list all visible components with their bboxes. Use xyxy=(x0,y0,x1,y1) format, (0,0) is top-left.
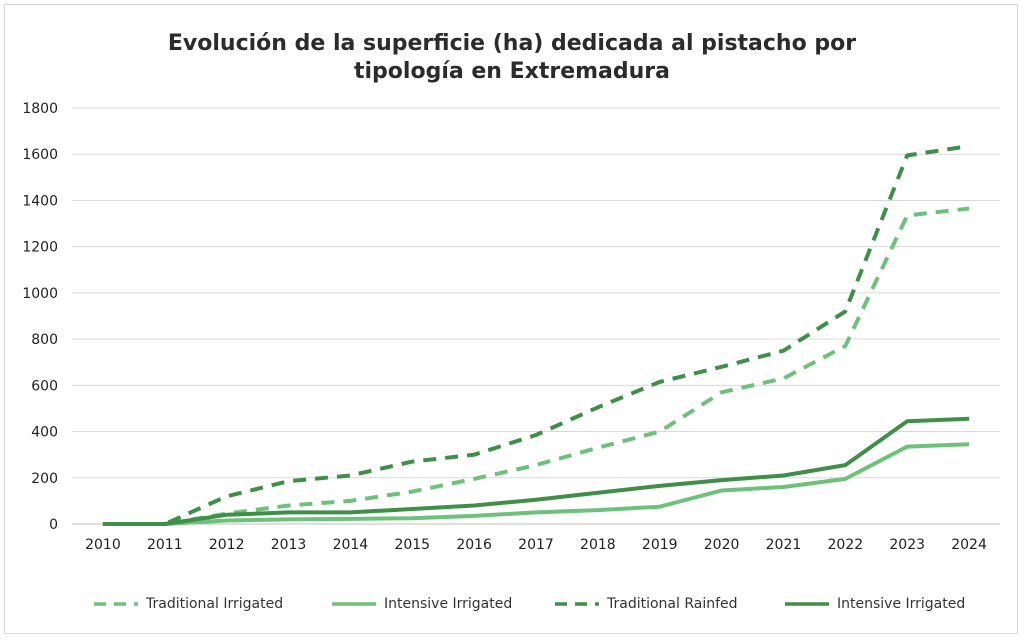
y-tick-label: 1200 xyxy=(22,240,58,256)
legend: Traditional Irrigated Intensive Irrigate… xyxy=(0,592,1024,616)
y-tick-label: 1800 xyxy=(22,101,58,117)
chart-title: Evolución de la superficie (ha) dedicada… xyxy=(0,30,1024,86)
y-tick-label: 1600 xyxy=(22,147,58,163)
legend-swatch-solid-dark xyxy=(785,602,829,606)
x-tick-label: 2012 xyxy=(209,537,245,553)
x-tick-label: 2019 xyxy=(642,537,678,553)
chart-title-line-2: tipología en Extremadura xyxy=(354,59,670,84)
x-axis-ticks: 2010 2011 2012 2013 2014 2015 2016 2017 2018 2019… xyxy=(85,537,987,553)
x-tick-label: 2024 xyxy=(951,537,987,553)
x-tick-label: 2021 xyxy=(766,537,802,553)
x-tick-label: 2010 xyxy=(85,537,121,553)
legend-swatch-dashed-dark xyxy=(555,602,599,606)
x-tick-label: 2014 xyxy=(333,537,369,553)
chart-title-line-1: Evolución de la superficie (ha) dedicada… xyxy=(167,31,857,56)
y-tick-label: 600 xyxy=(31,378,58,394)
series-line-traditional-irrigated-0 xyxy=(102,206,970,526)
y-tick-label: 1400 xyxy=(22,193,58,209)
y-tick-label: 0 xyxy=(49,517,58,533)
legend-item-traditional-irrigated: Traditional Irrigated xyxy=(92,592,283,616)
y-axis-ticks: 0 200 400 600 800 1000 1200 1400 1600 1800 xyxy=(22,101,58,533)
series-line-traditional-rainfed-2 xyxy=(102,144,970,526)
x-tick-label: 2020 xyxy=(704,537,740,553)
legend-item-intensive-irrigated-light: Intensive Irrigated xyxy=(330,592,512,616)
legend-label: Intensive Irrigated xyxy=(384,596,513,612)
x-tick-label: 2023 xyxy=(889,537,925,553)
x-tick-label: 2013 xyxy=(271,537,307,553)
legend-swatch-dashed-light xyxy=(94,602,138,606)
y-tick-label: 400 xyxy=(31,425,58,441)
gridlines xyxy=(72,107,1000,525)
x-tick-label: 2018 xyxy=(580,537,616,553)
series-lines xyxy=(102,144,970,526)
y-tick-label: 200 xyxy=(31,471,58,487)
legend-item-traditional-rainfed: Traditional Rainfed xyxy=(553,592,738,616)
x-tick-label: 2017 xyxy=(518,537,554,553)
x-tick-label: 2011 xyxy=(147,537,183,553)
series-line-intensive-irrigated-3 xyxy=(102,416,970,526)
x-tick-label: 2015 xyxy=(394,537,430,553)
legend-swatch-solid-light xyxy=(332,602,376,606)
x-tick-label: 2022 xyxy=(828,537,864,553)
x-tick-label: 2016 xyxy=(456,537,492,553)
chart-frame xyxy=(4,4,1018,634)
legend-label: Traditional Irrigated xyxy=(146,596,284,612)
legend-label: Intensive Irrigated xyxy=(837,596,966,612)
series-line-intensive-irrigated-1 xyxy=(102,442,970,526)
y-tick-label: 800 xyxy=(31,332,58,348)
y-tick-label: 1000 xyxy=(22,286,58,302)
legend-label: Traditional Rainfed xyxy=(607,596,738,612)
legend-item-intensive-irrigated-dark: Intensive Irrigated xyxy=(783,592,965,616)
